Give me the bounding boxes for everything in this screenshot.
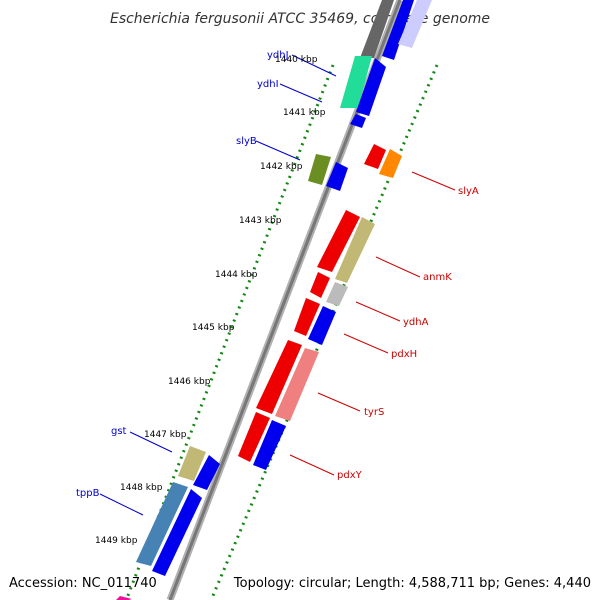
reverse-label-connectors [99, 54, 337, 516]
connector-pdxY [289, 454, 335, 476]
gene-feature-red-low [238, 412, 270, 462]
gene-label-anmK: anmK [423, 272, 452, 283]
connector-ydhI [279, 83, 323, 103]
gene-feature-gst [178, 446, 206, 481]
connector-pdxH [343, 333, 389, 354]
connector-slyA [411, 171, 456, 191]
gene-feature-anmK [335, 217, 375, 283]
gene-label-tppB: tppB [76, 488, 100, 499]
forward-strand-genes [238, 0, 432, 470]
gene-feature-pdxH [308, 306, 336, 345]
reverse-gene-labels: ydhJ ydhI slyB gst tppB [76, 50, 289, 499]
forward-label-connectors [289, 171, 456, 476]
tick-label: 1443 kbp [239, 216, 282, 226]
gene-feature-red-small [310, 272, 330, 298]
gene-feature-blue-2 [326, 162, 348, 191]
gene-label-pdxH: pdxH [391, 349, 417, 360]
gene-feature-red-slyA [364, 144, 386, 169]
gene-label-ydhJ: ydhJ [267, 50, 289, 61]
connector-tyrS [317, 392, 361, 412]
reverse-strand-genes [116, 0, 394, 600]
gene-feature-red-mid [294, 298, 320, 336]
gene-feature-red-long [317, 210, 360, 272]
accession-text: Accession: NC_011740 [9, 576, 157, 591]
gene-feature-ydhI [356, 58, 386, 116]
tick-label: 1441 kbp [283, 108, 326, 118]
gene-label-ydhA: ydhA [403, 317, 429, 328]
gene-label-tyrS: tyrS [364, 407, 384, 418]
gene-label-ydhI: ydhI [257, 79, 279, 90]
gene-label-slyB: slyB [236, 136, 257, 147]
gene-label-pdxY: pdxY [337, 470, 363, 481]
gene-label-slyA: slyA [458, 186, 479, 197]
gene-feature-slyB [308, 154, 331, 185]
map-title: Escherichia fergusonii ATCC 35469, compl… [110, 11, 490, 27]
gene-feature-blue-top [382, 0, 414, 60]
tick-label: 1444 kbp [215, 270, 258, 280]
connector-anmK [375, 256, 421, 278]
gene-feature-tppB [136, 482, 188, 566]
gene-feature-gray-top [360, 0, 394, 58]
connector-ydhA [355, 301, 401, 322]
gene-feature-orange [379, 149, 402, 178]
gene-label-gst: gst [111, 426, 127, 437]
gene-feature-magenta [116, 596, 132, 600]
gc-content-track [125, 64, 439, 599]
tick-label: 1446 kbp [168, 377, 211, 387]
tick-label: 1440 kbp [275, 55, 318, 65]
kbp-tick-labels: 1440 kbp 1441 kbp 1442 kbp 1443 kbp 1444… [95, 55, 326, 546]
forward-gene-labels: slyA anmK ydhA pdxH tyrS pdxY [337, 186, 479, 481]
gene-feature-small-blue [350, 114, 366, 128]
topology-summary: Topology: circular; Length: 4,588,711 bp… [233, 576, 591, 591]
connector-tppB [99, 493, 144, 516]
gene-feature-ydhA [326, 282, 348, 306]
gene-feature-blue-3 [193, 455, 220, 490]
tick-label: 1442 kbp [260, 162, 303, 172]
gene-feature-ydhJ [340, 56, 372, 108]
gene-feature-red-tyr [256, 340, 302, 414]
connector-ydhJ [291, 54, 337, 77]
tick-label: 1447 kbp [144, 430, 187, 440]
tick-label: 1445 kbp [192, 323, 235, 333]
connector-slyB [255, 140, 301, 161]
gene-feature-lavender [398, 0, 432, 48]
connector-gst [129, 431, 173, 453]
gene-feature-blue-4 [152, 489, 202, 576]
tick-label: 1448 kbp [120, 483, 163, 493]
gene-feature-pdxY [253, 420, 286, 470]
gene-feature-tyrS [275, 348, 319, 421]
tick-label: 1449 kbp [95, 536, 138, 546]
